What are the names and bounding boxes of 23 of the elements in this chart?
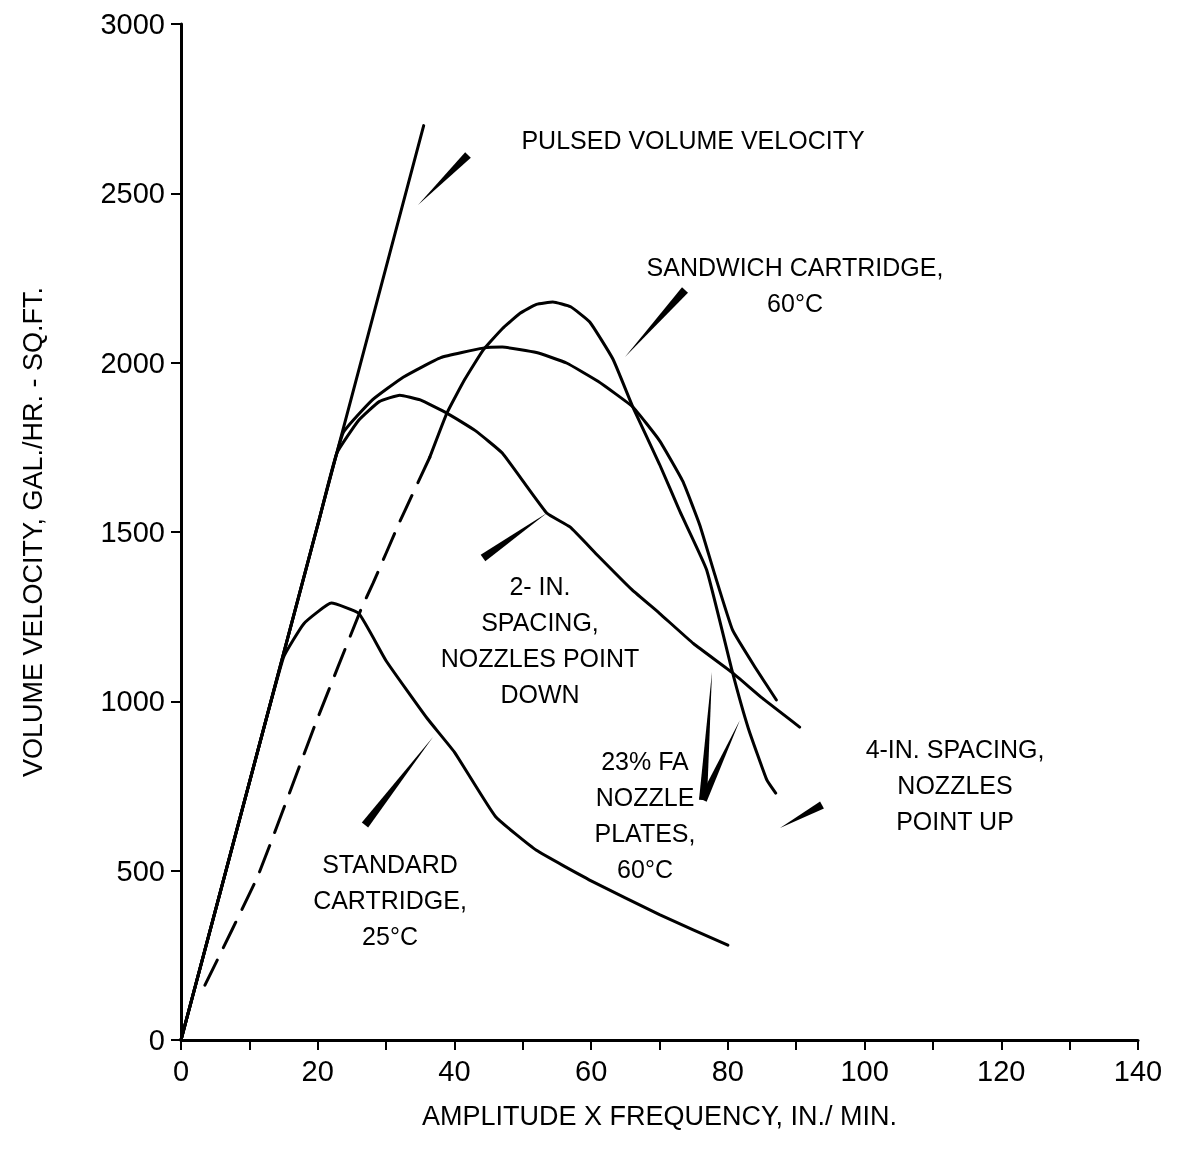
x-tick-label: 60 (575, 1054, 608, 1087)
annotation: 4-IN. SPACING, NOZZLES POINT UP (865, 735, 1045, 835)
y-tick-label: 2000 (100, 346, 165, 379)
y-tick-label: 1500 (100, 516, 165, 548)
annotation: 23% FA NOZZLE PLATES, 60°C (594, 747, 696, 883)
x-tick-label: 80 (711, 1054, 744, 1087)
x-tick-label: 20 (301, 1054, 334, 1087)
y-tick-label: 1000 (100, 685, 165, 718)
y-tick-label: 2500 (100, 177, 165, 210)
annotation: STANDARD CARTRIDGE, 25°C (313, 850, 467, 950)
annotation: PULSED VOLUME VELOCITY (521, 126, 865, 154)
y-axis-title: VOLUME VELOCITY, GAL./HR. - SQ.FT. (17, 286, 48, 778)
x-tick-label: 0 (172, 1054, 190, 1087)
y-tick-label: 3000 (100, 8, 165, 40)
x-tick-label: 140 (1113, 1054, 1163, 1087)
y-tick-label: 500 (116, 854, 165, 887)
x-axis-title: AMPLITUDE X FREQUENCY, IN./ MIN. (421, 1100, 898, 1131)
y-tick-label: 0 (148, 1024, 165, 1056)
x-tick-label: 100 (840, 1054, 889, 1087)
x-tick-label: 40 (438, 1054, 471, 1087)
annotation: 2- IN. SPACING, NOZZLES POINT DOWN (440, 572, 640, 708)
annotation: SANDWICH CARTRIDGE, 60°C (646, 253, 944, 317)
x-tick-label: 120 (977, 1054, 1026, 1087)
